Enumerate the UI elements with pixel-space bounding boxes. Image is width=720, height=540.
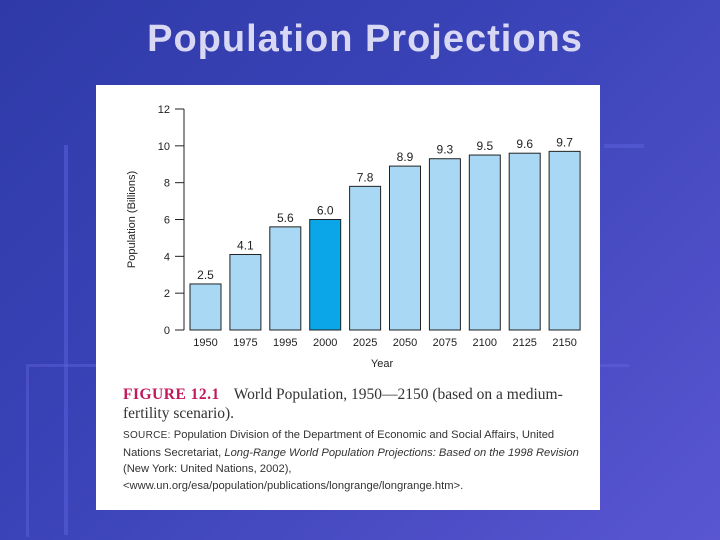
bar-value-label: 8.9	[397, 150, 414, 164]
bar-2125	[508, 152, 541, 331]
x-tick-label: 1950	[193, 337, 217, 349]
bar-2025	[349, 185, 382, 331]
source-text-2: (New York: United Nations, 2002), <www.u…	[123, 463, 464, 492]
x-tick-label: 1975	[233, 337, 257, 349]
x-tick-label: 2050	[393, 337, 417, 349]
figure-caption-text: World Population, 1950—2150 (based on a …	[123, 386, 563, 422]
bar-chart: 0 2 4 6 8 10 12 Population (Billions) 2.5 1950 4.1…	[126, 104, 581, 370]
slide-title: Population Projections	[147, 18, 583, 60]
y-tick-label: 8	[164, 178, 170, 190]
x-tick-label: 1995	[273, 337, 297, 349]
decorative-line-vertical	[64, 145, 68, 535]
decorative-line-horizontal	[604, 144, 644, 148]
x-tick-label: 2025	[353, 337, 377, 349]
figure-source: SOURCE: Population Division of the Depar…	[123, 427, 593, 494]
bar-value-label: 9.5	[476, 139, 493, 153]
source-text-1: Population Division of the Department of…	[123, 429, 555, 459]
x-axis-title: Year	[371, 358, 394, 370]
y-tick-label: 12	[158, 104, 170, 116]
bar-value-label: 9.3	[437, 143, 454, 157]
figure-panel: 0 2 4 6 8 10 12 Population (Billions) 2.5 1950 4.1…	[96, 85, 600, 510]
bar-1995	[269, 226, 302, 331]
x-tick-label: 2100	[473, 337, 497, 349]
x-tick-label: 2000	[313, 337, 337, 349]
source-title: Long-Range World Population Projections:…	[224, 446, 579, 459]
y-tick-label: 0	[164, 325, 170, 337]
bar-value-label: 7.8	[357, 170, 374, 184]
bar-2100	[468, 154, 501, 331]
y-tick-label: 4	[164, 251, 170, 263]
bar-value-label: 5.6	[277, 211, 294, 225]
figure-label: FIGURE 12.1	[123, 386, 220, 403]
figure-caption: FIGURE 12.1 World Population, 1950—2150 (…	[123, 385, 593, 423]
y-axis-title: Population (Billions)	[126, 171, 138, 268]
bar-2050	[389, 165, 421, 331]
bar-2150	[548, 150, 581, 331]
y-tick-label: 6	[164, 215, 170, 227]
bar-value-label: 9.6	[516, 137, 533, 151]
bar-2000	[309, 219, 342, 331]
bar-value-label: 6.0	[317, 204, 334, 218]
x-tick-label: 2075	[433, 337, 457, 349]
bar-2075	[428, 158, 461, 331]
bar-value-label: 4.1	[237, 238, 254, 252]
y-tick-label: 10	[158, 141, 170, 153]
source-label: SOURCE:	[123, 430, 171, 441]
bar-value-label: 9.7	[556, 135, 573, 149]
x-tick-label: 2150	[552, 337, 576, 349]
bar-value-label: 2.5	[197, 268, 214, 282]
y-tick-label: 2	[164, 288, 170, 300]
bar-1975	[229, 253, 262, 331]
x-tick-label: 2125	[512, 337, 536, 349]
bar-1950	[189, 283, 222, 331]
